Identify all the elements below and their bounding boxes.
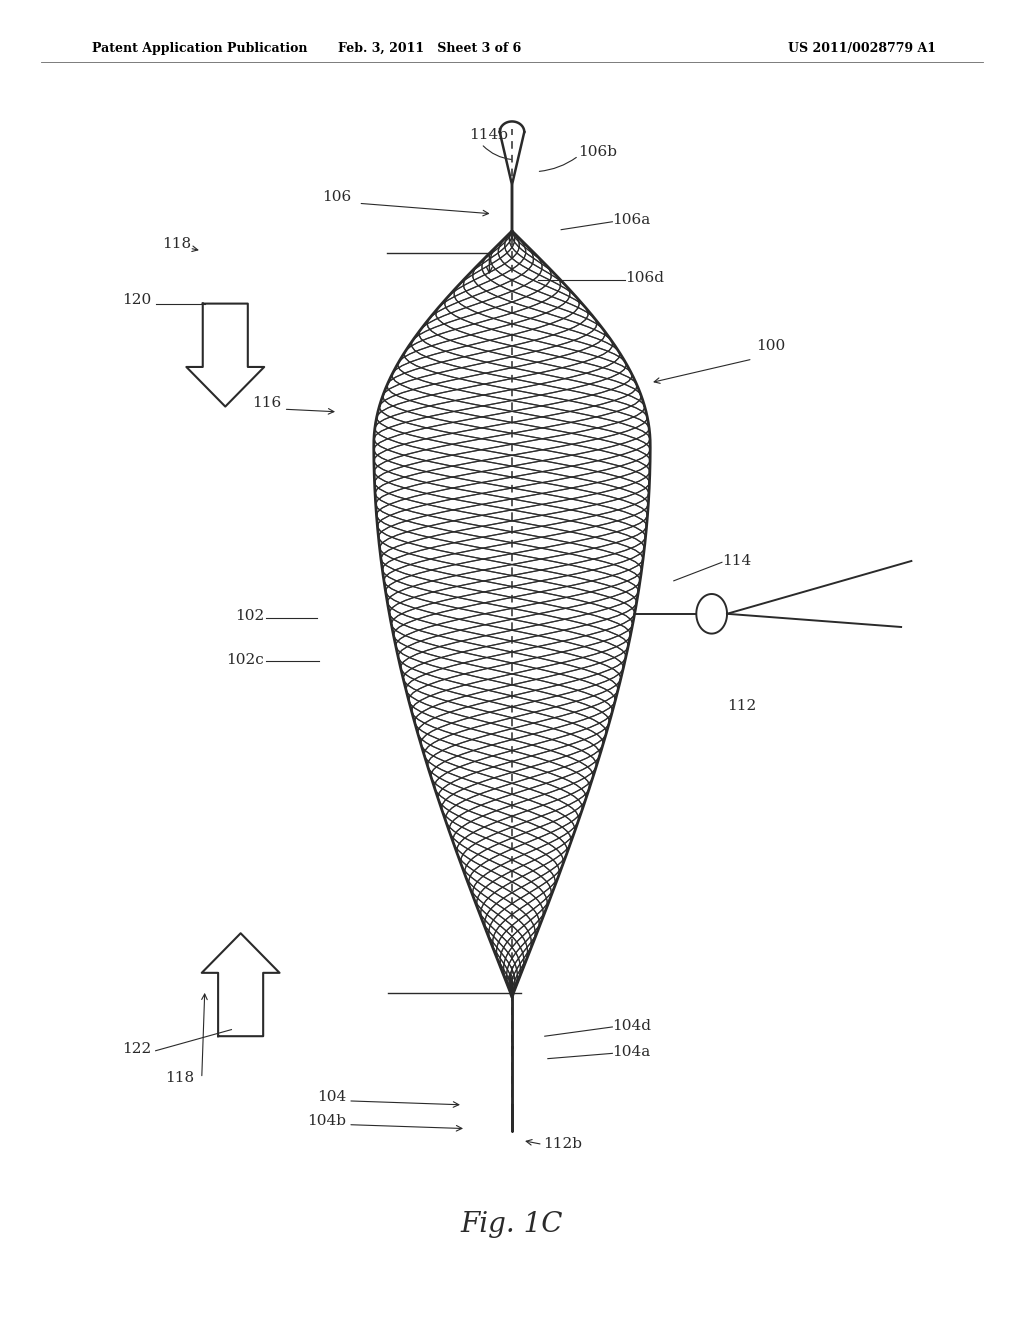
Text: 104a: 104a	[612, 1045, 650, 1059]
Text: 104d: 104d	[612, 1019, 651, 1032]
Text: 102: 102	[234, 610, 264, 623]
Text: 102c: 102c	[226, 653, 264, 667]
Text: 104: 104	[316, 1090, 346, 1104]
Text: 112b: 112b	[543, 1138, 582, 1151]
Text: US 2011/0028779 A1: US 2011/0028779 A1	[788, 42, 937, 55]
Text: Patent Application Publication: Patent Application Publication	[92, 42, 307, 55]
Text: 118: 118	[163, 238, 191, 251]
Text: Feb. 3, 2011   Sheet 3 of 6: Feb. 3, 2011 Sheet 3 of 6	[339, 42, 521, 55]
Text: 116: 116	[252, 396, 282, 409]
Text: 118: 118	[166, 1072, 195, 1085]
Text: 100: 100	[756, 339, 785, 352]
Text: 122: 122	[122, 1043, 152, 1056]
Text: 106a: 106a	[612, 214, 650, 227]
Text: 120: 120	[122, 293, 152, 306]
Text: 106b: 106b	[579, 145, 617, 158]
Text: 114b: 114b	[469, 128, 508, 141]
Text: 112: 112	[727, 700, 757, 713]
Text: 104b: 104b	[307, 1114, 346, 1127]
Text: 106: 106	[323, 190, 352, 203]
Text: 114: 114	[722, 554, 752, 568]
Text: 106d: 106d	[625, 272, 664, 285]
Text: Fig. 1C: Fig. 1C	[461, 1212, 563, 1238]
